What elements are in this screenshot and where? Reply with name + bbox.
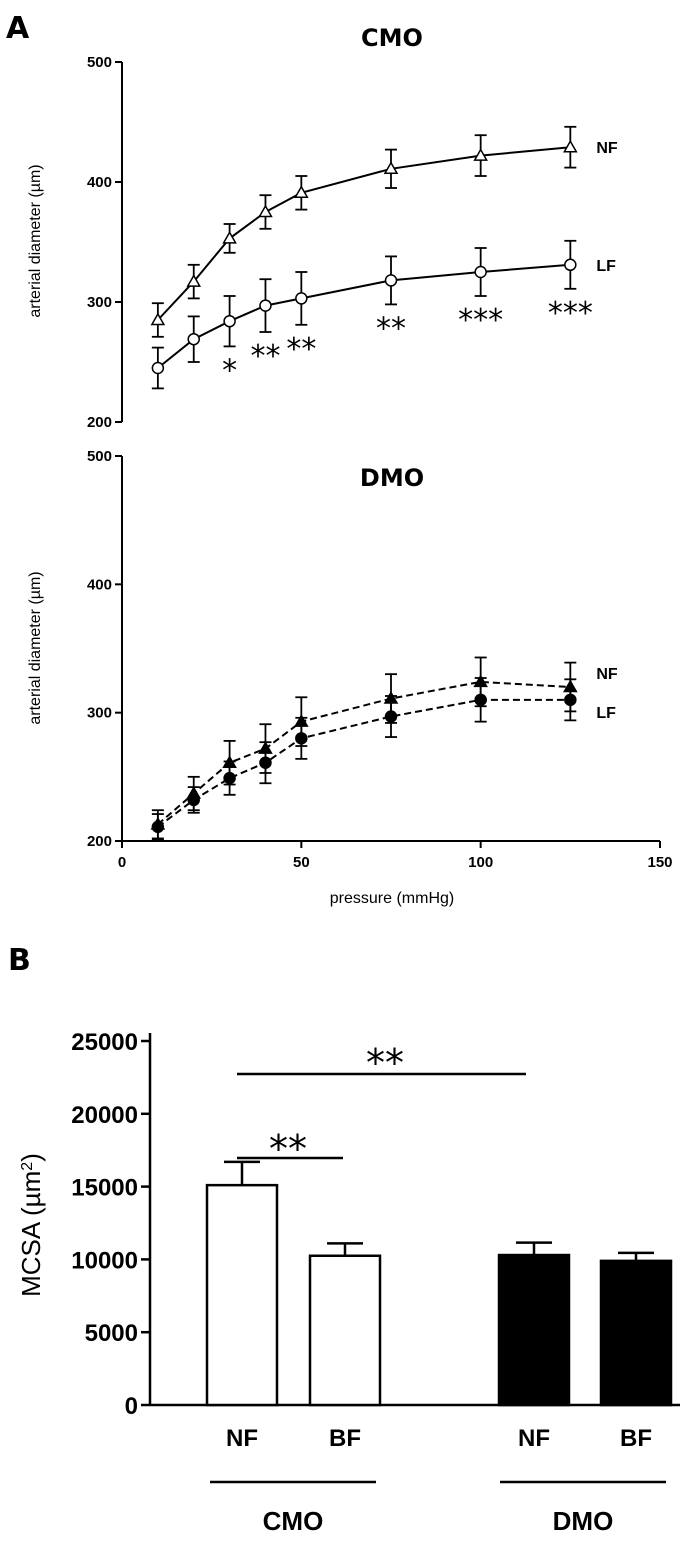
data-point-triangle [186,274,202,287]
y-tick-label: 15000 [71,1175,138,1202]
y-tick-label: 500 [87,54,112,71]
y-tick-label: 0 [125,1393,138,1420]
data-point-circle [187,793,200,807]
data-point-circle [474,693,487,707]
series-line [157,698,571,828]
series-label: NF [596,140,618,157]
series-line [157,680,571,826]
data-point-circle [223,771,236,785]
significance-stars: *** [548,296,593,331]
cmo-line-chart: CMO arterial diameter (µm) 500 400 300 200 N… [27,24,618,431]
y-tick-label: 25000 [71,1029,138,1056]
data-point-circle [295,292,308,305]
y-tick-label: 300 [87,705,112,722]
x-tick-label: 100 [468,854,493,871]
series-line [157,146,571,321]
data-point-circle [187,332,200,346]
category-label: NF [518,1425,550,1452]
data-point-circle [151,820,165,834]
series-label: LF [596,258,616,275]
data-point-circle [151,361,165,375]
significance-stars: ** [250,339,280,374]
data-point-circle [384,710,398,723]
data-point-triangle [563,139,578,153]
mcsa-y-axis-label: MCSA (µm2) [16,1153,46,1297]
y-tick-label: 300 [87,294,112,311]
category-label: BF [620,1425,652,1452]
series-line [157,263,571,369]
data-point-triangle [294,185,309,199]
data-point-circle [259,299,272,312]
data-point-circle [259,756,272,769]
y-tick-label: 400 [87,576,112,593]
panel-a-label: A [6,11,30,46]
y-tick-label: 500 [87,448,112,465]
cmo-y-axis-label: arterial diameter (µm) [27,164,44,317]
data-point-triangle [383,161,399,175]
dmo-line-chart: DMO arterial diameter (µm) pressure (mmH… [27,448,673,907]
bar [599,1259,673,1407]
y-tick-label: 400 [87,174,112,191]
data-point-triangle [473,148,488,161]
data-point-triangle [258,204,273,218]
significance-stars: * [222,353,237,388]
y-tick-label: 20000 [71,1102,138,1129]
significance-stars: ** [269,1127,307,1171]
dmo-y-axis-label: arterial diameter (µm) [27,571,44,724]
data-point-circle [564,693,577,707]
series-label: NF [596,666,618,683]
y-tick-label: 200 [87,414,112,431]
dmo-chart-title: DMO [360,464,424,492]
y-tick-label: 10000 [71,1247,138,1274]
significance-stars: *** [458,303,503,338]
category-label: BF [329,1425,361,1452]
data-point-circle [295,732,308,745]
x-tick-label: 150 [647,854,672,871]
significance-stars: ** [376,311,406,346]
x-tick-label: 50 [293,854,310,871]
data-point-triangle [222,230,237,244]
y-tick-label: 200 [87,833,112,850]
data-point-triangle [150,312,166,326]
data-point-circle [474,265,487,279]
significance-stars: ** [366,1041,404,1085]
data-point-circle [564,258,577,272]
category-label: NF [226,1425,258,1452]
series-label: LF [596,705,616,722]
mcsa-bar-chart: MCSA (µm2) 25000 20000 15000 10000 5000 0 NF BF… [16,1029,680,1536]
group-label: DMO [553,1506,614,1536]
bar [308,1254,382,1407]
data-point-circle [223,314,236,328]
cmo-chart-title: CMO [361,24,423,52]
dmo-x-axis-label: pressure (mmHg) [330,890,454,907]
bar [497,1253,571,1407]
data-point-circle [384,274,398,287]
x-tick-label: 0 [118,854,126,871]
panel-b-label: B [8,943,31,978]
y-tick-label: 5000 [85,1320,138,1347]
group-label: CMO [263,1506,324,1536]
significance-stars: ** [286,332,316,367]
bar [205,1183,279,1407]
